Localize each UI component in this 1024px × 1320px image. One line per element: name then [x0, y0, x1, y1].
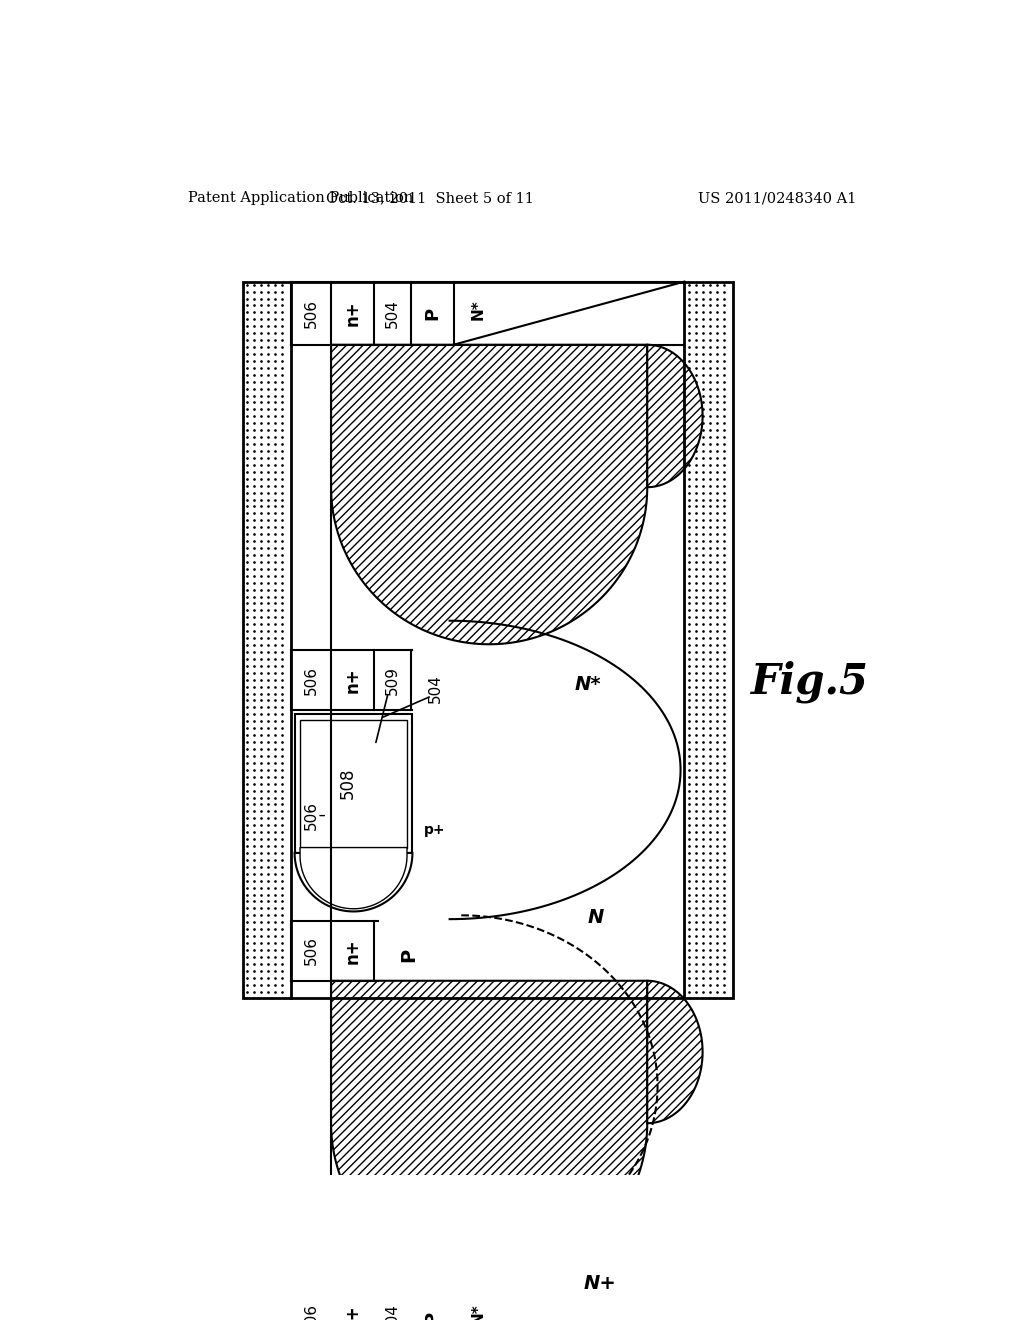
Text: 504: 504 — [385, 298, 399, 327]
Text: 504: 504 — [428, 673, 443, 702]
Text: n+: n+ — [343, 668, 361, 693]
Text: P: P — [423, 1311, 441, 1320]
Text: N+: N+ — [584, 1274, 616, 1294]
Text: 506: 506 — [303, 1303, 318, 1320]
Polygon shape — [331, 981, 647, 1280]
Polygon shape — [295, 714, 413, 853]
Text: 504: 504 — [385, 1303, 399, 1320]
Text: n+: n+ — [343, 301, 361, 326]
Polygon shape — [684, 281, 732, 998]
Polygon shape — [647, 345, 702, 487]
Text: P: P — [423, 306, 441, 319]
Text: N: N — [588, 908, 604, 927]
Text: N*: N* — [471, 1303, 485, 1320]
Text: N*: N* — [575, 675, 602, 693]
Polygon shape — [291, 281, 684, 998]
Polygon shape — [647, 981, 702, 1123]
Text: 509: 509 — [385, 667, 399, 694]
Text: 508: 508 — [338, 768, 356, 800]
Text: N*: N* — [471, 298, 485, 319]
Text: 506: 506 — [303, 298, 318, 327]
Text: 506: 506 — [303, 936, 318, 965]
Text: Patent Application Publication: Patent Application Publication — [188, 191, 414, 206]
Polygon shape — [295, 853, 413, 911]
Text: n+: n+ — [343, 939, 361, 964]
Text: 506: 506 — [303, 667, 318, 694]
Text: p+: p+ — [424, 822, 445, 837]
Polygon shape — [243, 281, 291, 998]
Polygon shape — [300, 719, 407, 847]
Text: 506: 506 — [303, 801, 318, 830]
Text: n+: n+ — [343, 1304, 361, 1320]
Text: P: P — [399, 948, 418, 962]
Text: US 2011/0248340 A1: US 2011/0248340 A1 — [698, 191, 856, 206]
Polygon shape — [331, 345, 647, 644]
Text: Fig.5: Fig.5 — [751, 661, 869, 704]
Text: Oct. 13, 2011  Sheet 5 of 11: Oct. 13, 2011 Sheet 5 of 11 — [327, 191, 535, 206]
Polygon shape — [300, 847, 407, 908]
